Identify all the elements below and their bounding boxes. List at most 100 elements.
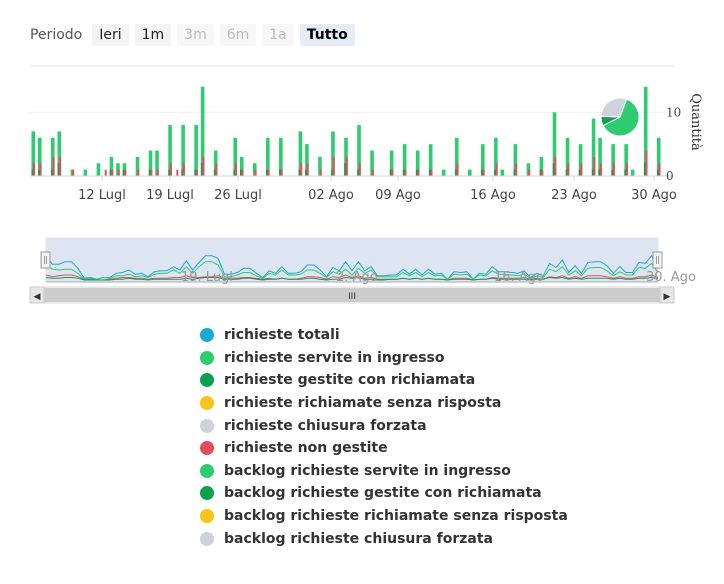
bar-servite[interactable] [428,144,433,176]
bar-servite[interactable] [402,144,407,176]
scrollbar-right-button[interactable] [659,286,675,304]
bar-gestite[interactable] [51,169,54,176]
legend-item-backlog-chiusura[interactable]: backlog richieste chiusura forzata [200,527,568,550]
period-button-6m[interactable]: 6m [219,24,257,46]
bar-non-gestite[interactable] [306,163,309,176]
bar-servite[interactable] [239,156,244,176]
bar-non-gestite[interactable] [332,156,335,176]
bar-gestite[interactable] [643,163,646,176]
bar-non-gestite[interactable] [33,163,36,176]
bar-servite[interactable] [233,137,238,176]
bar-gestite[interactable] [213,169,216,176]
bar-servite[interactable] [266,137,270,176]
bar-non-gestite[interactable] [528,169,531,176]
bar-gestite[interactable] [181,169,184,176]
bar-non-gestite[interactable] [456,163,459,176]
bar-servite[interactable] [279,137,283,176]
bar-gestite[interactable] [168,169,171,176]
bar-gestite[interactable] [122,169,125,176]
bar-servite[interactable] [200,86,205,176]
bar-non-gestite[interactable] [111,169,114,176]
period-button-1a[interactable]: 1a [262,24,294,46]
bar-non-gestite[interactable] [195,169,198,176]
bar-gestite[interactable] [624,169,627,176]
bar-gestite[interactable] [200,163,203,176]
bar-non-gestite[interactable] [176,169,179,176]
bar-gestite[interactable] [331,169,334,176]
bar-gestite[interactable] [233,169,236,176]
bar-non-gestite[interactable] [599,163,602,176]
legend-item-richieste-servite[interactable]: richieste servite in ingresso [200,347,568,370]
bar-non-gestite[interactable] [495,163,498,176]
bar-gestite[interactable] [428,169,431,176]
bar-gestite[interactable] [57,163,60,176]
legend-item-richieste-senza-risposta[interactable]: richieste richiamate senza risposta [200,392,568,415]
bar-servite[interactable] [415,150,420,177]
bar-servite[interactable] [135,156,140,176]
bar-non-gestite[interactable] [267,169,270,176]
bar-gestite[interactable] [305,169,308,176]
bar-servite[interactable] [591,118,596,176]
bar-non-gestite[interactable] [215,163,218,176]
legend-item-backlog-gestite[interactable]: backlog richieste gestite con richiamata [200,482,568,505]
legend-item-backlog-senza-risposta[interactable]: backlog richieste richiamate senza rispo… [200,505,568,528]
bar-servite[interactable] [468,169,472,176]
bar-gestite[interactable] [565,169,568,176]
bar-gestite[interactable] [611,169,614,176]
bar-non-gestite[interactable] [554,156,557,176]
bar-non-gestite[interactable] [300,163,303,176]
bar-servite[interactable] [552,112,557,176]
scrollbar-thumb[interactable] [44,288,660,302]
bar-gestite[interactable] [194,169,197,176]
bar-non-gestite[interactable] [319,169,322,176]
bar-gestite[interactable] [513,169,516,176]
bar-non-gestite[interactable] [254,169,257,176]
bar-servite[interactable] [611,144,615,176]
bar-servite[interactable] [305,144,309,176]
bar-non-gestite[interactable] [515,163,518,176]
bar-non-gestite[interactable] [658,163,661,176]
bar-non-gestite[interactable] [280,169,283,176]
bar-gestite[interactable] [578,169,581,176]
bar-gestite[interactable] [37,169,40,176]
bar-non-gestite[interactable] [72,169,75,176]
navigator-handle-left[interactable] [40,251,51,269]
legend-item-backlog-servite[interactable]: backlog richieste servite in ingresso [200,460,568,483]
bar-servite[interactable] [148,150,153,177]
bar-non-gestite[interactable] [235,163,238,176]
bar-non-gestite[interactable] [482,169,485,176]
bar-gestite[interactable] [591,169,594,176]
bar-non-gestite[interactable] [150,169,153,176]
bar-gestite[interactable] [344,163,347,176]
bar-gestite[interactable] [402,169,405,176]
navigator-handle-right[interactable] [652,251,663,269]
bar-servite[interactable] [656,137,661,176]
bar-gestite[interactable] [239,169,242,176]
bar-servite[interactable] [57,131,62,176]
bar-servite[interactable] [357,125,361,176]
bar-servite[interactable] [494,137,498,176]
bar-non-gestite[interactable] [358,163,361,176]
bar-servite[interactable] [181,125,185,176]
bar-non-gestite[interactable] [59,156,62,176]
bar-servite[interactable] [155,150,159,177]
bar-non-gestite[interactable] [567,163,570,176]
pie-slice[interactable] [600,97,628,118]
bar-servite[interactable] [370,150,374,177]
bar-servite[interactable] [389,150,394,177]
bar-non-gestite[interactable] [645,150,648,177]
bar-non-gestite[interactable] [39,163,42,176]
bar-gestite[interactable] [539,169,542,176]
period-button-tutto[interactable]: Tutto [299,24,355,46]
bar-gestite[interactable] [481,169,484,176]
navigator[interactable]: 19. Lugl 2. Ago 16. Ago 30. Ago [40,237,696,285]
bar-gestite[interactable] [357,169,360,176]
bar-non-gestite[interactable] [137,169,140,176]
scrollbar[interactable]: ◀ III ▶ [29,286,675,304]
bar-servite[interactable] [481,144,485,176]
bar-gestite[interactable] [415,169,418,176]
bar-non-gestite[interactable] [612,163,615,176]
bar-servite[interactable] [194,125,198,176]
bar-non-gestite[interactable] [156,169,159,176]
period-button-3m[interactable]: 3m [177,24,214,46]
